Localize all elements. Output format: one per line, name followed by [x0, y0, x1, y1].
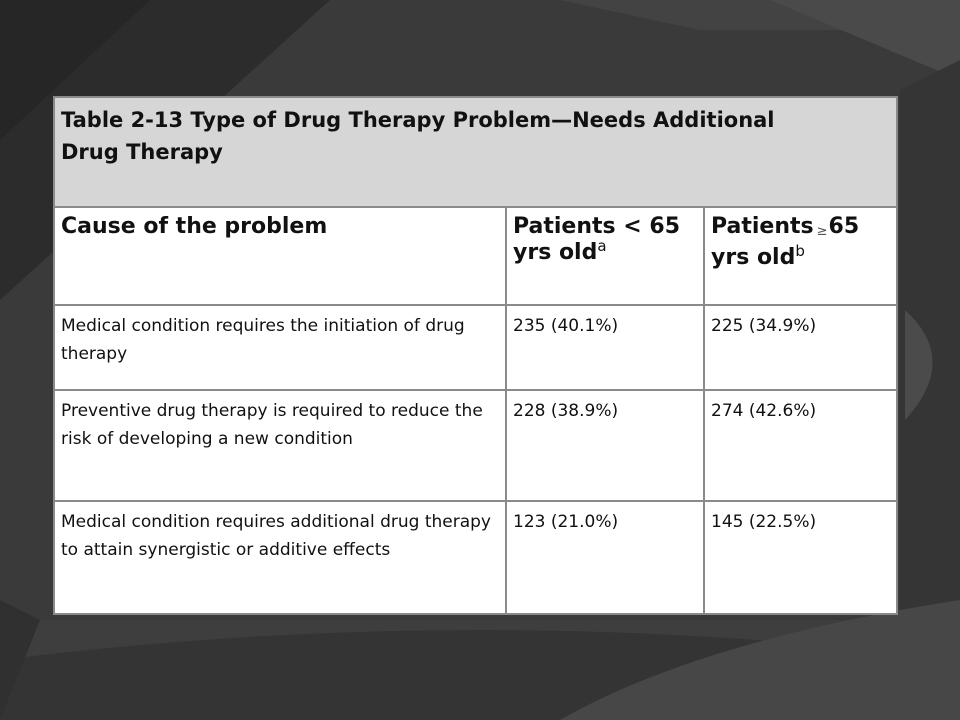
row-under-65-cell: 228 (38.9%)	[505, 389, 705, 502]
row-65-and-over-cell: 145 (22.5%)	[702, 500, 899, 615]
greater-or-equal-symbol: ≥	[816, 224, 828, 239]
header-65-and-over-word: Patients	[711, 214, 814, 239]
header-65-and-over: Patients ≥65 yrs oldb	[702, 206, 899, 306]
header-cause: Cause of the problem	[53, 206, 507, 306]
header-65-and-over-line2: yrs old	[711, 245, 796, 270]
drug-therapy-table-container: Table 2-13 Type of Drug Therapy Problem—…	[52, 96, 899, 615]
footnote-b-marker: b	[795, 242, 805, 260]
table-caption-line1: Table 2-13 Type of Drug Therapy Problem—…	[61, 108, 775, 132]
table-row: Medical condition requires additional dr…	[53, 500, 899, 615]
row-cause-cell: Preventive drug therapy is required to r…	[53, 389, 507, 502]
header-under-65-line2: yrs old	[513, 240, 598, 265]
footnote-a-marker: a	[597, 237, 607, 255]
row-under-65-cell: 235 (40.1%)	[505, 304, 705, 391]
table-caption: Table 2-13 Type of Drug Therapy Problem—…	[52, 96, 899, 208]
row-65-and-over-cell: 225 (34.9%)	[702, 304, 899, 391]
drug-therapy-table: Table 2-13 Type of Drug Therapy Problem—…	[52, 96, 899, 615]
row-under-65-cell: 123 (21.0%)	[505, 500, 705, 615]
header-65-and-over-line1: Patients ≥65	[711, 214, 890, 245]
row-cause-cell: Medical condition requires the initiatio…	[53, 304, 507, 391]
header-65-and-over-line2-wrap: yrs oldb	[711, 242, 890, 271]
header-under-65-line2-wrap: yrs olda	[513, 237, 697, 266]
header-under-65: Patients < 65 yrs olda	[505, 206, 705, 306]
header-65-and-over-value: 65	[828, 214, 860, 239]
table-caption-line2: Drug Therapy	[61, 140, 223, 164]
header-under-65-line1: Patients < 65	[513, 214, 680, 239]
row-cause-cell: Medical condition requires additional dr…	[53, 500, 507, 615]
header-cause-label: Cause of the problem	[61, 214, 328, 239]
row-65-and-over-cell: 274 (42.6%)	[702, 389, 899, 502]
table-row: Preventive drug therapy is required to r…	[53, 389, 899, 502]
table-row: Medical condition requires the initiatio…	[53, 304, 899, 391]
